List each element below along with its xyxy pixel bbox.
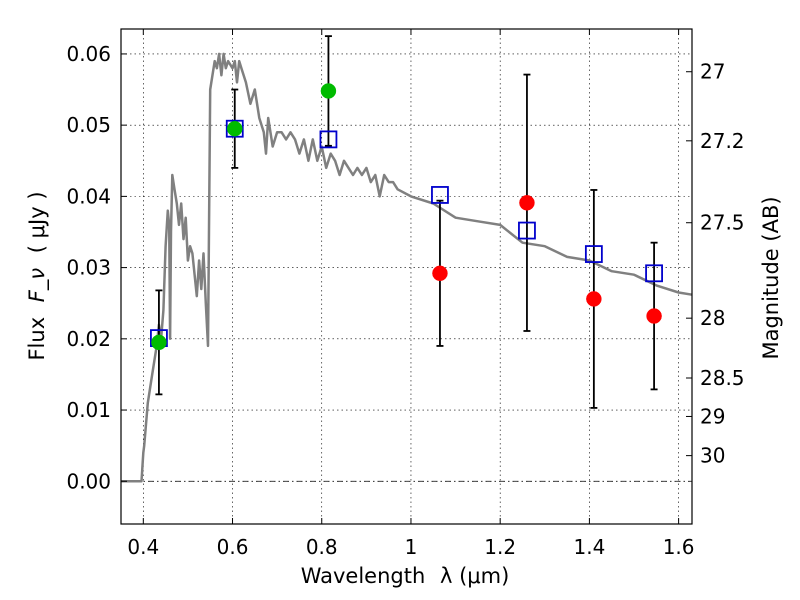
x-tick-label: 1.4 bbox=[573, 535, 605, 559]
y-tick-label: 0.00 bbox=[66, 469, 111, 493]
model-flux-square bbox=[584, 245, 603, 263]
x-axis-symbol: λ (μm) bbox=[440, 564, 509, 588]
x-tick-label: 1.2 bbox=[484, 535, 516, 559]
y2-tick-label: 28 bbox=[700, 306, 725, 330]
x-tick-label: 0.4 bbox=[127, 535, 159, 559]
observed-flux-point bbox=[586, 291, 602, 307]
model-spectrum-line bbox=[121, 52, 693, 483]
y-axis-label: Flux bbox=[25, 317, 49, 361]
y-tick-label: 0.01 bbox=[66, 398, 111, 422]
model-flux-square bbox=[431, 186, 449, 204]
y-tick-label: 0.02 bbox=[66, 327, 111, 351]
y-tick-label: 0.04 bbox=[66, 184, 111, 208]
y-axis-unit: ( μJy ) bbox=[25, 191, 49, 253]
plot-frame bbox=[120, 28, 693, 525]
x-tick-label: 0.6 bbox=[217, 535, 249, 559]
ticks: 0.4 0.6 0.8 1 1.2 1.4 1.6 0.00 0.01 0.02 0.03 0.04 0… bbox=[66, 29, 745, 559]
observed-flux-circles-layer bbox=[151, 83, 662, 351]
error-bars-layer bbox=[155, 35, 658, 409]
y-tick-label: 0.05 bbox=[66, 113, 111, 137]
y2-tick-label: 30 bbox=[700, 444, 725, 468]
y-tick-label: 0.03 bbox=[66, 256, 111, 280]
y2-tick-label: 28.5 bbox=[700, 366, 745, 390]
observed-flux-point bbox=[227, 120, 243, 137]
observed-flux-point bbox=[320, 83, 337, 99]
y-tick-label: 0.06 bbox=[66, 42, 111, 66]
model-flux-square bbox=[518, 221, 536, 240]
model-spectrum-layer bbox=[121, 52, 693, 483]
y-axis-title: Flux F_ν ( μJy ) bbox=[25, 191, 50, 360]
x-tick-label: 1.6 bbox=[663, 535, 695, 559]
model-flux-square bbox=[225, 119, 244, 138]
model-flux-squares-layer bbox=[150, 119, 663, 348]
x-tick-label: 0.8 bbox=[306, 535, 338, 559]
model-flux-square bbox=[319, 130, 338, 149]
y2-axis-title: Magnitude (AB) bbox=[759, 196, 783, 359]
x-tick-label: 1 bbox=[405, 535, 418, 559]
y2-tick-label: 27.2 bbox=[700, 129, 745, 153]
y2-tick-label: 27.5 bbox=[700, 211, 745, 235]
y2-tick-label: 29 bbox=[700, 404, 725, 428]
model-flux-square bbox=[645, 264, 663, 283]
observed-flux-point bbox=[432, 265, 448, 282]
grid bbox=[121, 29, 692, 524]
observed-flux-point bbox=[646, 308, 662, 324]
y-axis-symbol: F_ν bbox=[25, 268, 50, 303]
y2-tick-label: 27 bbox=[700, 60, 725, 84]
observed-flux-point bbox=[151, 334, 167, 351]
x-axis-label: Wavelength bbox=[301, 564, 426, 588]
observed-flux-point bbox=[519, 195, 535, 211]
x-axis-title: Wavelength λ (μm) bbox=[301, 564, 510, 588]
